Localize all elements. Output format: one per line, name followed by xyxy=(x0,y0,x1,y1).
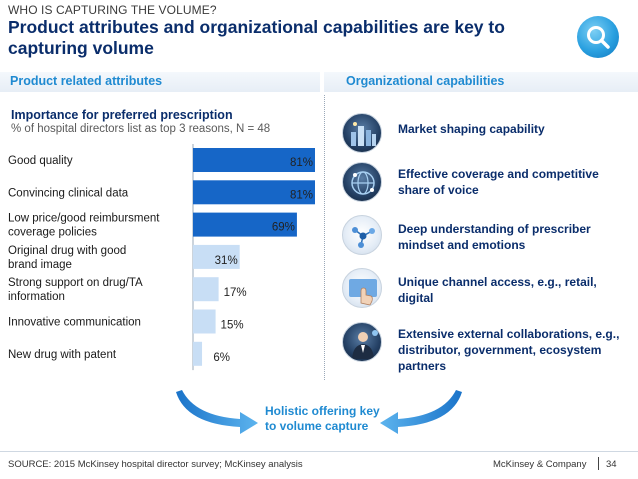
section-heading-product-attributes: Product related attributes xyxy=(10,74,163,88)
bar xyxy=(193,148,315,172)
bar-value-label: 6% xyxy=(213,352,230,364)
page-number: 34 xyxy=(606,459,617,470)
brand-label: McKinsey & Company xyxy=(493,459,587,470)
category-label: Convincing clinical data xyxy=(8,187,129,199)
capability-item: Extensive external collaborations, e.g.,… xyxy=(338,322,638,373)
conclusion-line-1: Holistic offering key xyxy=(265,404,380,418)
city-lights-icon xyxy=(342,113,382,153)
capability-item: Unique channel access, e.g., retail, dig… xyxy=(338,268,638,318)
capability-item: Deep understanding of prescriber mindset… xyxy=(338,215,638,265)
kicker-label: WHO IS CAPTURING THE VOLUME? xyxy=(8,3,217,17)
chart-subtitle: % of hospital directors list as top 3 re… xyxy=(11,123,271,135)
capability-text: Market shaping capability xyxy=(398,122,545,136)
category-label: information xyxy=(8,291,65,303)
page-separator xyxy=(598,457,599,470)
category-label: Strong support on drug/TA xyxy=(8,277,143,289)
capability-text: Extensive external collaborations, e.g.,… xyxy=(398,327,620,373)
capability-text: Effective coverage and competitive share… xyxy=(398,167,599,197)
category-label: New drug with patent xyxy=(8,349,117,361)
page-title: Product attributes and organizational ca… xyxy=(8,17,505,58)
category-label: Innovative communication xyxy=(8,317,141,329)
section-heading-organizational-capabilities: Organizational capabilities xyxy=(346,74,505,88)
left-arrow xyxy=(176,390,258,434)
conclusion-line-2: to volume capture xyxy=(265,419,369,433)
category-label: Original drug with good xyxy=(8,245,126,257)
converging-arrows xyxy=(176,390,462,434)
bar xyxy=(193,341,203,366)
touch-hand-icon xyxy=(342,268,382,308)
bar-value-label: 15% xyxy=(221,320,244,332)
bar xyxy=(193,212,297,237)
bar-value-label: 81% xyxy=(290,157,313,169)
bar xyxy=(193,309,216,334)
category-label: coverage policies xyxy=(8,227,97,239)
bar-value-label: 69% xyxy=(272,222,295,234)
search-icon xyxy=(577,16,619,58)
bar-chart: 81% Good quality 81% Convincing clinical da… xyxy=(8,144,315,371)
left-section-band xyxy=(0,72,320,92)
column-divider xyxy=(324,95,325,380)
category-label: Low price/good reimbursment xyxy=(8,213,160,225)
conclusion-text: Holistic offering key to volume capture xyxy=(265,404,380,434)
footer-divider xyxy=(0,451,638,452)
bar-value-label: 31% xyxy=(215,255,238,267)
business-person-icon xyxy=(342,322,382,362)
capability-item: Effective coverage and competitive share… xyxy=(338,162,638,212)
bar xyxy=(193,180,315,205)
capability-text: Deep understanding of prescriber mindset… xyxy=(398,222,591,252)
source-note: SOURCE: 2015 McKinsey hospital director … xyxy=(8,459,303,470)
bar-value-label: 81% xyxy=(290,189,313,201)
right-section-band xyxy=(324,72,638,92)
right-arrow xyxy=(380,390,462,434)
category-label: brand image xyxy=(8,259,72,271)
bar xyxy=(193,277,219,302)
capability-item: Market shaping capability xyxy=(338,113,638,163)
bar-value-label: 17% xyxy=(224,287,247,299)
molecule-icon xyxy=(342,215,382,255)
network-globe-icon xyxy=(342,162,382,202)
chart-title: Importance for preferred prescription xyxy=(11,108,233,122)
bar xyxy=(193,244,240,269)
capability-text: Unique channel access, e.g., retail, dig… xyxy=(398,275,597,305)
category-label: Good quality xyxy=(8,155,73,167)
